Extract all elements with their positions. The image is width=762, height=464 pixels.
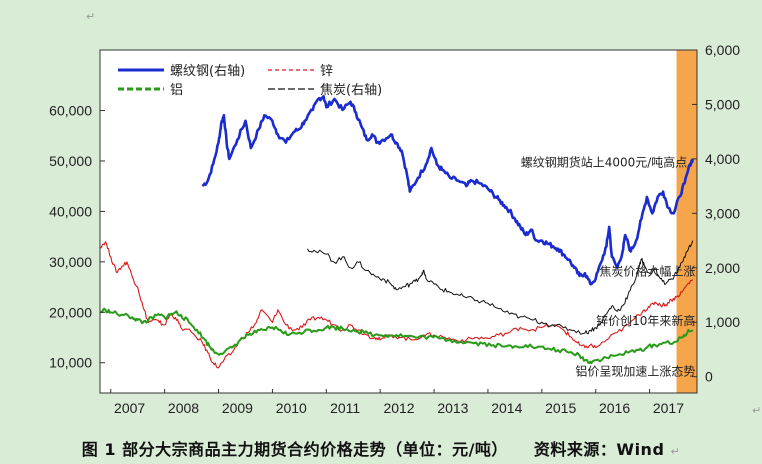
right-axis-label: 0: [705, 369, 713, 385]
annotation-0: 螺纹钢期货站上4000元/吨高点: [521, 155, 688, 170]
right-axis-label: 4,000: [705, 151, 740, 167]
x-axis-label: 2009: [222, 400, 253, 416]
paragraph-mark-right: ↵: [752, 404, 762, 417]
annotation-1: 焦炭价格大幅上涨: [599, 264, 695, 279]
left-axis-label: 50,000: [49, 153, 92, 169]
left-axis-label: 30,000: [49, 254, 92, 270]
x-axis-label: 2017: [653, 400, 684, 416]
right-axis-label: 2,000: [705, 260, 740, 276]
caption-source: 资料来源：Wind: [533, 440, 665, 459]
x-axis-label: 2016: [599, 400, 630, 416]
left-axis-label: 20,000: [49, 304, 92, 320]
x-axis-label: 2010: [276, 400, 307, 416]
plot-background: [99, 49, 698, 394]
x-axis-label: 2008: [168, 400, 199, 416]
right-axis-label: 3,000: [705, 205, 740, 221]
left-axis-label: 40,000: [49, 203, 92, 219]
chart: 10,000 20,000 30,000 40,000 50,000 60,000 0 1,0…: [49, 42, 740, 416]
annotation-2: 锌价创10年来新高: [596, 313, 695, 328]
caption-title: 图 1 部分大宗商品主力期货合约价格走势（单位：元/吨）: [81, 440, 508, 459]
x-axis-label: 2013: [437, 400, 468, 416]
legend-label-3: 焦炭(右轴): [320, 83, 382, 98]
figure-caption: 图 1 部分大宗商品主力期货合约价格走势（单位：元/吨） 资料来源：Wind ↵: [0, 436, 762, 460]
highlight-band: [676, 50, 697, 393]
x-axis-label: 2012: [383, 400, 414, 416]
series-line-0: [201, 95, 694, 286]
x-axis-label: 2015: [545, 400, 576, 416]
series-line-3: [306, 240, 694, 335]
x-axis-label: 2011: [330, 400, 360, 416]
annotation-3: 铝价呈现加速上涨态势: [575, 363, 695, 378]
paragraph-mark-top: ↵: [86, 10, 96, 23]
x-axis-label: 2014: [491, 400, 522, 416]
right-axis-label: 6,000: [705, 42, 740, 58]
x-axis-label: 2007: [114, 400, 145, 416]
left-axis-label: 10,000: [49, 355, 92, 371]
right-axis-label: 1,000: [705, 314, 740, 330]
legend-label-1: 锌: [320, 64, 333, 79]
left-axis-label: 60,000: [49, 103, 92, 119]
paragraph-mark-caption: ↵: [670, 445, 681, 458]
legend-label-2: 铝: [170, 83, 183, 98]
right-axis-label: 5,000: [705, 96, 740, 112]
series-line-2: [99, 307, 694, 365]
legend-label-0: 螺纹钢(右轴): [170, 64, 245, 79]
